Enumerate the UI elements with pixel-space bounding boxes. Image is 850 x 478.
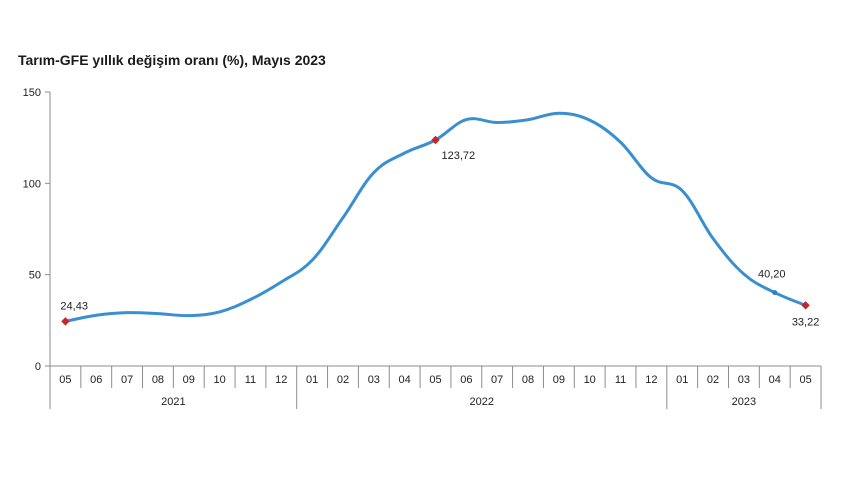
x-tick-label: 02: [707, 374, 719, 386]
data-labels: 24,43 123,72 40,20 33,22: [60, 150, 819, 328]
x-tick-label: 01: [676, 374, 688, 386]
y-tick-label: 0: [35, 361, 41, 373]
x-tick-label: 06: [90, 374, 102, 386]
x-tick-label: 05: [799, 374, 811, 386]
x-tick-label: 12: [645, 374, 657, 386]
data-label: 40,20: [758, 269, 786, 281]
data-point-marker: [431, 135, 440, 145]
data-point-marker: [772, 290, 778, 296]
data-markers: [61, 135, 810, 326]
x-tick-label: 03: [368, 374, 380, 386]
x-tick-label: 10: [213, 374, 225, 386]
x-tick-label: 08: [152, 374, 164, 386]
series-lines: [63, 111, 808, 323]
y-tick-label: 100: [23, 178, 41, 190]
y-tick-labels: 0 50 100 150: [23, 87, 41, 373]
x-tick-label: 09: [183, 374, 195, 386]
x-tick-label: 01: [306, 374, 318, 386]
series-line: [63, 111, 808, 323]
x-tick-label: 07: [491, 374, 503, 386]
x-tick-label: 11: [615, 374, 626, 386]
x-tick-label: 04: [769, 374, 781, 386]
chart-axes: [45, 91, 822, 409]
x-tick-label: 02: [337, 374, 349, 386]
year-label: 2022: [470, 396, 494, 408]
x-tick-label: 07: [121, 374, 133, 386]
data-label: 24,43: [60, 300, 88, 312]
y-tick-label: 150: [23, 87, 41, 99]
data-label: 33,22: [792, 316, 820, 328]
x-tick-label: 03: [738, 374, 750, 386]
data-point-marker: [61, 317, 70, 326]
x-tick-labels: 05 06 07 08 09 10 11 12 01 02 03 04 05 06 07 08 09 10 11 12…: [59, 374, 811, 386]
x-tick-label: 10: [584, 374, 596, 386]
x-tick-label: 09: [553, 374, 565, 386]
x-tick-label: 06: [460, 374, 472, 386]
data-label: 123,72: [442, 150, 476, 162]
x-tick-label: 05: [59, 374, 71, 386]
x-tick-label: 08: [522, 374, 534, 386]
year-labels: 2021 2022 2023: [161, 396, 756, 408]
data-point-marker: [801, 301, 810, 310]
chart-title: Tarım-GFE yıllık değişim oranı (%), Mayı…: [18, 52, 326, 68]
y-tick-label: 50: [29, 270, 41, 282]
x-tick-label: 05: [429, 374, 441, 386]
x-tick-label: 11: [245, 374, 256, 386]
x-tick-label: 04: [399, 374, 411, 386]
year-label: 2023: [732, 396, 756, 408]
x-tick-label: 12: [275, 374, 287, 386]
year-label: 2021: [161, 396, 185, 408]
